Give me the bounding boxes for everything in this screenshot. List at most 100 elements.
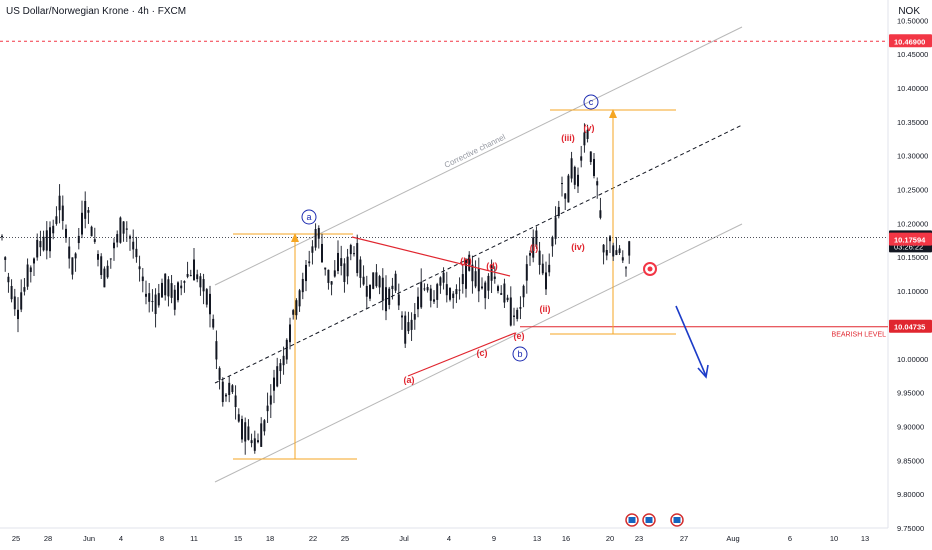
candle-body [465, 259, 467, 289]
candle-body [564, 193, 567, 199]
candle-body [138, 266, 141, 270]
candle-body [17, 309, 19, 320]
y-tick-label: 10.30000 [897, 152, 928, 161]
candle-body [125, 228, 128, 230]
candle-body [71, 257, 74, 275]
candle-body [602, 244, 605, 253]
candle-body [49, 227, 51, 252]
candle-body [439, 277, 442, 286]
candle-body [346, 256, 349, 277]
resistance-price-tag-bg [889, 34, 932, 48]
x-tick-label: 13 [861, 534, 869, 543]
candle-body [506, 297, 509, 301]
candle-body [474, 271, 477, 287]
candle-body [167, 279, 170, 297]
candle-body [554, 217, 557, 239]
x-tick-label: 8 [160, 534, 164, 543]
candle-body [285, 339, 288, 360]
candle-body [189, 275, 192, 277]
candle-body [263, 420, 266, 432]
candle-body [449, 288, 451, 300]
candle-body [253, 438, 256, 451]
measure-arrowhead-2 [609, 109, 617, 118]
y-tick-label: 10.00000 [897, 355, 928, 364]
candle-body [353, 253, 355, 255]
candle-body [301, 278, 304, 293]
candle-body [500, 293, 503, 295]
candle-body [129, 236, 131, 239]
candle-body [247, 426, 250, 440]
bid-price-tag-bg [889, 232, 932, 246]
candle-body [615, 250, 618, 256]
x-tick-label: Jul [399, 534, 409, 543]
x-tick-label: 4 [119, 534, 123, 543]
candle-body [135, 248, 138, 258]
candle-body [157, 293, 160, 306]
bearish-price-tag-bg [889, 319, 932, 333]
chart-title: US Dollar/Norwegian Krone · 4h · FXCM [6, 6, 187, 17]
candle-body [541, 263, 544, 274]
x-tick-label: 11 [190, 534, 198, 543]
candle-body [455, 289, 458, 295]
candle-body [68, 246, 71, 259]
candle-body [477, 268, 480, 292]
candle-body [436, 284, 439, 300]
candle-body [388, 288, 391, 305]
candle-body [241, 418, 243, 440]
candle-body [20, 292, 23, 310]
candle-body [583, 132, 586, 146]
candle-body [65, 228, 67, 238]
candle-body [10, 285, 13, 300]
y-tick-label: 9.90000 [897, 422, 924, 431]
candle-body [276, 366, 279, 387]
y-tick-label: 10.25000 [897, 186, 928, 195]
candle-body [423, 288, 426, 290]
candle-body [481, 286, 483, 289]
candle-body [513, 315, 515, 317]
candle-body [573, 166, 576, 185]
y-tick-label: 10.15000 [897, 253, 928, 262]
candle-body [109, 258, 112, 260]
candle-body [372, 272, 375, 289]
channel-midline [214, 124, 743, 384]
candle-body [215, 341, 218, 360]
candle-body [269, 395, 272, 405]
candle-body [106, 265, 109, 278]
candle-body [205, 289, 208, 305]
candle-body [183, 281, 186, 283]
target-marker-dot [647, 266, 653, 272]
candle-body [42, 236, 45, 251]
candle-body [164, 273, 167, 296]
candle-body [365, 285, 368, 297]
candle-body [218, 368, 221, 380]
candle-body [519, 307, 522, 309]
candle-body [13, 296, 16, 310]
bearish-price-tag: 10.04735 [894, 323, 925, 332]
candle-body [7, 276, 10, 283]
candle-body [74, 253, 77, 259]
candle-body [250, 440, 253, 444]
candle-body [580, 156, 583, 161]
candle-body [394, 273, 397, 291]
candle-body [228, 382, 231, 396]
candle-body [260, 423, 263, 447]
x-tick-label: 15 [234, 534, 242, 543]
candle-body [87, 210, 90, 213]
candle-body [557, 206, 560, 217]
candle-body [404, 315, 407, 344]
candle-body [177, 282, 179, 301]
bearish-arrow-shaft [675, 305, 707, 377]
wave-label-c-major: c [589, 97, 594, 107]
candle-body [202, 279, 205, 292]
candle-body [561, 183, 563, 185]
wave-label-iii: (iii) [561, 133, 575, 143]
wave-label-a-major: a [306, 212, 311, 222]
candle-body [420, 281, 423, 308]
candle-body [509, 297, 512, 326]
candle-body [225, 394, 227, 397]
candle-body [314, 229, 317, 248]
candle-body [337, 252, 339, 271]
candle-body [1, 235, 3, 238]
wave-label-e-minor: (e) [514, 331, 525, 341]
